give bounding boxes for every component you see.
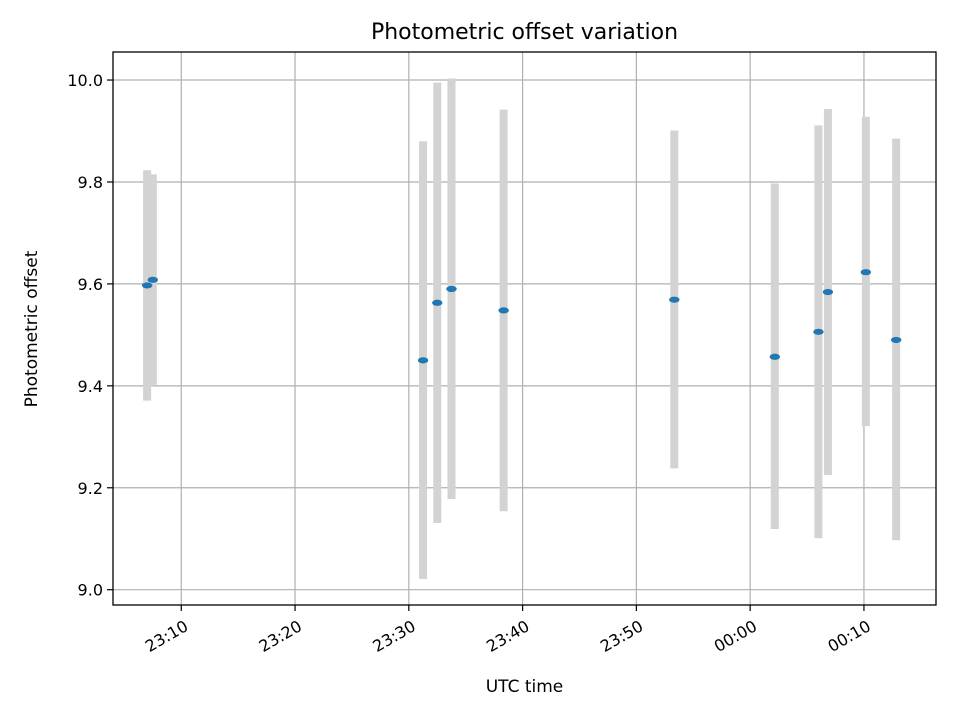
chart-title: Photometric offset variation (371, 20, 678, 45)
data-point (669, 296, 680, 303)
grid-lines (113, 52, 936, 605)
data-point (813, 328, 824, 335)
y-tick-label: 9.4 (78, 377, 103, 396)
y-tick-label: 9.6 (78, 275, 103, 294)
plot-frame (112, 51, 937, 606)
data-point (432, 299, 443, 306)
y-tick-label: 9.8 (78, 173, 103, 192)
y-tick-label: 10.0 (67, 71, 103, 90)
x-axis-label: UTC time (486, 677, 564, 697)
data-point (446, 285, 457, 293)
data-point (147, 276, 159, 283)
data-point (417, 357, 429, 364)
y-tick-label: 9.2 (78, 479, 103, 498)
data-point (769, 353, 781, 360)
data-point (822, 288, 834, 296)
data-point (498, 307, 509, 314)
data-point (860, 269, 872, 276)
data-point (141, 282, 153, 289)
y-axis-label: Photometric offset (22, 250, 42, 407)
y-tick-label: 9.0 (78, 581, 103, 600)
data-point (890, 336, 902, 344)
data-points (141, 269, 902, 364)
